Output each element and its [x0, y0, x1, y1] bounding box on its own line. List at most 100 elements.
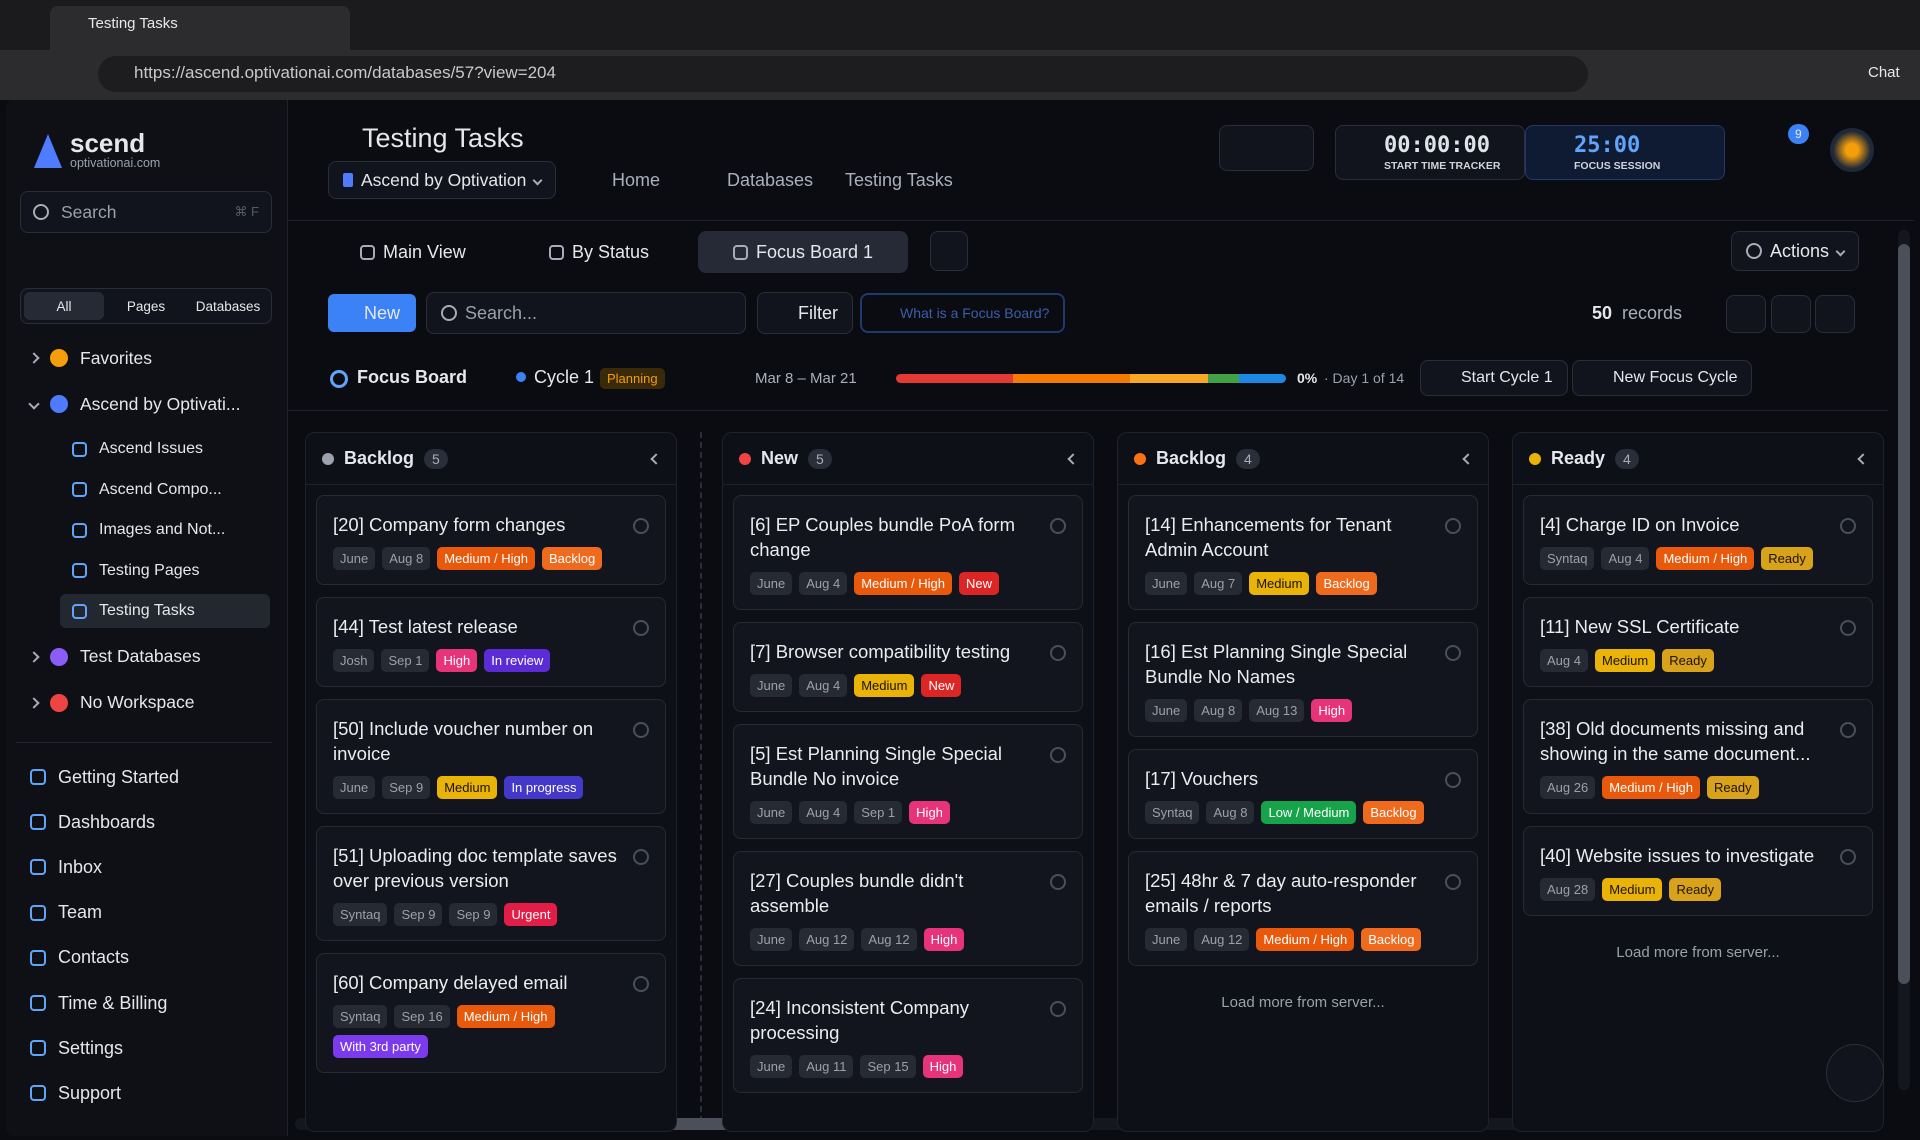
column-header: Ready 4 [1513, 433, 1883, 485]
brand: scend [70, 128, 146, 158]
filter-button[interactable]: Filter [757, 292, 853, 334]
url: https://ascend.optivationai.com/database… [134, 63, 556, 82]
column-count: 4 [1236, 448, 1260, 469]
task-card[interactable]: [40] Website issues to investigate Aug 28… [1523, 826, 1873, 916]
search-input[interactable]: Search... [426, 292, 746, 334]
collapse-button[interactable] [650, 452, 662, 465]
new-button[interactable]: New [328, 294, 417, 332]
card-title: [51] Uploading doc template saves over p… [333, 845, 617, 891]
task-card[interactable]: [51] Uploading doc template saves over p… [316, 826, 666, 941]
task-card[interactable]: [24] Inconsistent Company processing June… [733, 978, 1083, 1093]
tree-item[interactable]: Test Databases [28, 643, 201, 671]
actions-button[interactable]: Actions [1731, 231, 1860, 271]
history-button[interactable] [1771, 295, 1811, 333]
task-card[interactable]: [38] Old documents missing and showing i… [1523, 699, 1873, 814]
tag: Aug 4 [1601, 547, 1650, 570]
view-tab[interactable]: Focus Board 1 [698, 231, 908, 273]
tag: Aug 7 [1194, 572, 1243, 595]
nav-item[interactable]: Team [30, 899, 102, 927]
tag-list: June Aug 8 Medium / High Backlog [333, 547, 617, 570]
add-view[interactable] [930, 231, 968, 271]
workspace-selector[interactable]: Ascend by Optivation [328, 161, 557, 199]
child-icon [72, 563, 87, 578]
tree-child[interactable]: Testing Pages [60, 554, 270, 588]
task-card[interactable]: [27] Couples bundle didn't assemble June A… [733, 851, 1083, 966]
task-card[interactable]: [5] Est Planning Single Special Bundle N… [733, 724, 1083, 839]
address-bar[interactable] [98, 56, 1588, 92]
new-cycle[interactable]: New Focus Cycle [1572, 360, 1753, 396]
status-dot [322, 452, 334, 465]
tag: June [333, 547, 376, 570]
sidebar-search[interactable]: Search ⌘ F [20, 191, 272, 233]
collapse-button[interactable] [1067, 452, 1079, 465]
nav-item[interactable]: Support [30, 1079, 121, 1107]
breadcrumb[interactable]: Databases [727, 170, 814, 190]
brand-sub: optivationai.com [70, 156, 161, 170]
task-card[interactable]: [16] Est Planning Single Special Bundle … [1128, 622, 1478, 737]
task-card[interactable]: [11] New SSL Certificate Aug 4 Medium Ready [1523, 597, 1873, 687]
breadcrumb[interactable]: Home [612, 170, 661, 190]
history-button[interactable] [1815, 295, 1855, 333]
tree-item[interactable]: No Workspace [28, 689, 194, 717]
tag-list: June Aug 11 Sep 15 High [750, 1055, 1034, 1078]
tree-child[interactable]: Images and Not... [60, 513, 270, 547]
tag: June [1145, 699, 1188, 722]
card-title: [20] Company form changes [333, 514, 566, 535]
nav-item[interactable]: Settings [30, 1034, 123, 1062]
collapse-button[interactable] [1462, 452, 1474, 465]
help-button[interactable]: What is a Focus Board? [860, 293, 1066, 333]
task-card[interactable]: [44] Test latest release Josh Sep 1 High In … [316, 597, 666, 687]
nav-label: Time & Billing [58, 992, 168, 1013]
task-card[interactable]: [14] Enhancements for Tenant Admin Accou… [1128, 495, 1478, 610]
avatar[interactable] [1830, 128, 1874, 172]
card-status-icon [1840, 849, 1856, 865]
load-more[interactable]: Load more from server... [1221, 994, 1385, 1011]
time-tracker[interactable]: 00:00:00 START TIME TRACKER [1335, 125, 1525, 180]
nav-item[interactable]: Time & Billing [30, 989, 167, 1017]
task-card[interactable]: [25] 48hr & 7 day auto-responder emails … [1128, 851, 1478, 966]
tag: High [923, 928, 965, 951]
tab-title: Testing Tasks [88, 15, 178, 32]
task-card[interactable]: [50] Include voucher number on invoice Ju… [316, 699, 666, 814]
browser-tab[interactable] [50, 6, 350, 50]
tree-child[interactable]: Testing Tasks [60, 594, 270, 628]
nav-item[interactable]: Contacts [30, 944, 129, 972]
task-card[interactable]: [6] EP Couples bundle PoA form change Jun… [733, 495, 1083, 610]
task-card[interactable]: [17] Vouchers Syntaq Aug 8 Low / Medium Back… [1128, 749, 1478, 839]
history-button[interactable] [1726, 295, 1766, 333]
load-more[interactable]: Load more from server... [1616, 944, 1780, 961]
nav-item[interactable]: Inbox [30, 853, 102, 881]
task-card[interactable]: [60] Company delayed email Syntaq Sep 16 Me… [316, 953, 666, 1073]
chat-button[interactable]: Chat [1868, 64, 1900, 81]
tree-icon [50, 395, 68, 413]
nav-item[interactable]: Dashboards [30, 808, 155, 836]
tree-item[interactable]: Ascend by Optivati... [28, 390, 241, 418]
card-status-icon [633, 976, 649, 992]
tag: Syntaq [333, 903, 388, 926]
records-label: records [1622, 303, 1683, 323]
focus-session[interactable]: 25:00 FOCUS SESSION [1525, 125, 1725, 180]
tag: Aug 12 [861, 928, 917, 951]
notification-count: 9 [1788, 124, 1809, 144]
tree-child[interactable]: Ascend Compo... [60, 473, 270, 507]
task-card[interactable]: [20] Company form changes June Aug 8 Medium… [316, 495, 666, 585]
sidebar-tab[interactable]: All [24, 292, 104, 320]
tool-buttons[interactable] [1219, 125, 1314, 171]
task-card[interactable]: [7] Browser compatibility testing June Aug… [733, 622, 1083, 712]
view-tab[interactable]: Main View [346, 231, 480, 273]
sidebar-tab[interactable]: Pages [126, 298, 166, 314]
view-tab[interactable]: By Status [535, 231, 663, 273]
card-title: [7] Browser compatibility testing [750, 641, 1011, 662]
collapse-button[interactable] [1857, 452, 1869, 465]
task-card[interactable]: [4] Charge ID on Invoice Syntaq Aug 4 Mediu… [1523, 495, 1873, 585]
breadcrumb[interactable]: Testing Tasks [845, 170, 953, 190]
nav-item[interactable]: Getting Started [30, 763, 179, 791]
start-cycle[interactable]: Start Cycle 1 [1420, 360, 1568, 396]
tag: Medium / High [1256, 928, 1355, 951]
card-title: [5] Est Planning Single Special Bundle N… [750, 743, 1002, 789]
tree-item[interactable]: Favorites [28, 344, 152, 372]
help-fab[interactable] [1826, 1044, 1884, 1102]
tree-child[interactable]: Ascend Issues [60, 432, 270, 466]
tag: Sep 9 [449, 903, 498, 926]
sidebar-tab[interactable]: Databases [195, 298, 261, 314]
